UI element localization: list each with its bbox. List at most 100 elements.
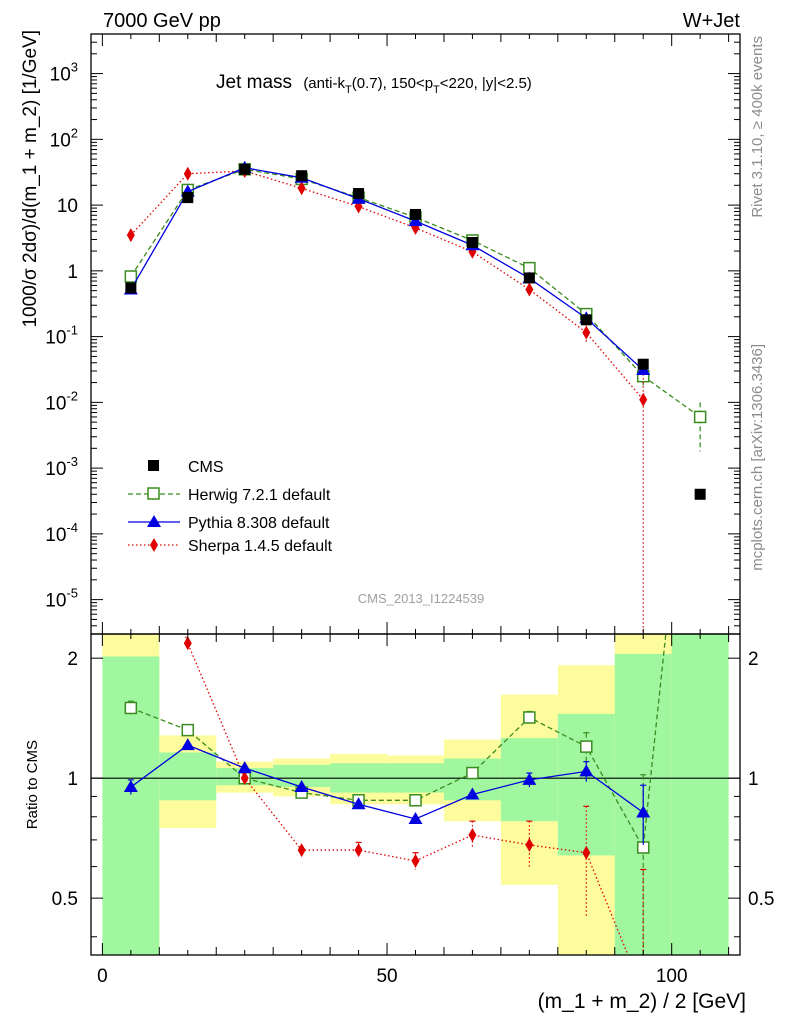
legend-label-cms: CMS [188, 459, 224, 476]
ratio-y-tick-label-left-0.5: 0.5 [52, 889, 78, 910]
main-y-tick-exp-4: -1 [66, 323, 78, 338]
legend-marker-sherpa [150, 538, 158, 552]
main-y-tick-label-1: 10-4 [45, 520, 78, 546]
ratio-y-tick-label-left-1: 1 [67, 769, 78, 790]
header-right: W+Jet [683, 10, 741, 32]
legend-item-pythia: Pythia 8.308 default [128, 515, 330, 532]
ratio-point-herwig-1 [181, 723, 195, 737]
ratio-plot-series [91, 634, 740, 955]
ratio-point-pythia-7 [522, 772, 537, 785]
ratio-point-pythia-4 [351, 797, 366, 810]
main-y-tick-label-7: 102 [50, 125, 78, 151]
main-y-tick-base-1: 10 [45, 525, 66, 546]
title-sub-1: T [345, 84, 352, 96]
x-tick-label-100: 100 [656, 966, 688, 987]
main-point-herwig-0 [124, 270, 138, 283]
main-point-sherpa-8 [582, 325, 591, 340]
legend-marker-pythia [147, 515, 161, 527]
main-series-sherpa [126, 164, 648, 634]
main-y-tick-label-2: 10-3 [45, 454, 78, 480]
main-y-tick-base-3: 10 [45, 393, 66, 414]
ratio-point-sherpa-6 [468, 828, 477, 843]
main-y-tick-exp-8: 3 [71, 60, 78, 75]
main-point-sherpa-9 [639, 392, 648, 407]
ratio-point-sherpa-4 [354, 843, 363, 858]
ratio-point-herwig-8 [580, 740, 593, 753]
main-y-tick-label-6: 10 [57, 196, 78, 217]
band-green-3 [273, 764, 331, 788]
title-main: Jet mass [216, 72, 292, 93]
ratio-point-pythia-2 [237, 761, 252, 774]
ratio-point-pythia-6 [465, 787, 480, 800]
main-y-tick-label-5: 1 [67, 262, 78, 283]
ratio-point-pythia-8 [579, 764, 594, 777]
ratio-point-herwig-5 [409, 794, 422, 807]
ratio-point-sherpa-5 [411, 853, 420, 868]
rivet-label: Rivet 3.1.10, ≥ 400k events [749, 36, 766, 218]
legend-item-herwig: Herwig 7.2.1 default [128, 487, 331, 504]
legend-label-sherpa: Sherpa 1.4.5 default [188, 538, 333, 555]
main-point-sherpa-1 [183, 166, 192, 181]
main-line-pythia [130, 167, 644, 371]
main-point-cms-6 [466, 236, 478, 248]
ratio-point-pythia-1 [180, 738, 195, 751]
title-sub-2: T [433, 84, 440, 96]
main-y-tick-exp-2: -3 [66, 454, 78, 469]
main-point-cms-2 [239, 163, 251, 175]
ratio-y-tick-label-right-0.5: 0.5 [748, 889, 774, 910]
x-tick-label-0: 0 [97, 966, 108, 987]
ratio-y-tick-label-left-2: 2 [67, 649, 78, 670]
main-y-tick-label-3: 10-2 [45, 388, 78, 414]
ratio-series-pythia [123, 738, 651, 845]
main-y-tick-base-8: 10 [50, 65, 71, 86]
main-y-tick-exp-3: -2 [66, 388, 78, 403]
ratio-point-pythia-0 [123, 780, 138, 793]
main-y-tick-exp-7: 2 [71, 125, 78, 140]
legend-item-sherpa: Sherpa 1.4.5 default [128, 538, 333, 555]
main-y-tick-base-5: 1 [67, 262, 78, 283]
x-axis-label: (m_1 + m_2) / 2 [GeV] [538, 990, 746, 1013]
main-point-cms-8 [580, 314, 592, 326]
main-point-cms-4 [353, 188, 365, 200]
title-detail-pre: (anti-k [303, 75, 345, 92]
main-line-herwig [130, 168, 701, 418]
ratio-line-sherpa [184, 634, 629, 955]
main-point-sherpa-0 [126, 228, 135, 243]
main-y-tick-label-8: 103 [50, 60, 78, 86]
x-tick-label-50: 50 [376, 966, 397, 987]
main-series-pythia [123, 160, 651, 376]
ratio-series-sherpa [183, 634, 647, 955]
main-point-sherpa-3 [297, 181, 306, 196]
main-y-tick-base-7: 10 [50, 130, 71, 151]
ratio-clipped [123, 634, 667, 955]
ratio-point-pythia-5 [408, 811, 423, 824]
main-point-cms-0 [125, 282, 137, 294]
main-point-herwig-10 [693, 410, 707, 424]
main-line-sherpa [130, 170, 644, 401]
ratio-point-herwig-6 [466, 766, 479, 780]
watermark: CMS_2013_I1224539 [358, 591, 485, 606]
main-y-tick-base-0: 10 [45, 591, 66, 612]
ratio-line-pythia [130, 744, 644, 820]
main-y-tick-base-4: 10 [45, 328, 66, 349]
legend-label-pythia: Pythia 8.308 default [188, 515, 330, 532]
main-series-herwig [124, 163, 707, 452]
main-y-tick-exp-1: -4 [66, 520, 78, 535]
legend-label-herwig: Herwig 7.2.1 default [188, 487, 331, 504]
title-detail-post: <220, |y|<2.5) [440, 75, 532, 92]
ratio-point-sherpa-3 [297, 843, 306, 858]
main-point-cms-10 [694, 488, 706, 500]
title-detail-mid: (0.7), 150<p [352, 75, 433, 92]
band-green-1 [159, 752, 217, 801]
mcplots-label: mcplots.cern.ch [arXiv:1306.3436] [749, 344, 766, 571]
header-left: 7000 GeV pp [103, 10, 221, 32]
ratio-point-herwig-0 [124, 701, 138, 715]
main-point-pythia-5 [408, 214, 423, 227]
legend-marker-cms [148, 460, 159, 471]
main-point-cms-5 [410, 208, 421, 220]
main-series-cms [125, 163, 706, 500]
legend: CMS Herwig 7.2.1 default Pythia 8.308 de… [128, 459, 333, 555]
ratio-point-sherpa-2 [240, 771, 249, 786]
